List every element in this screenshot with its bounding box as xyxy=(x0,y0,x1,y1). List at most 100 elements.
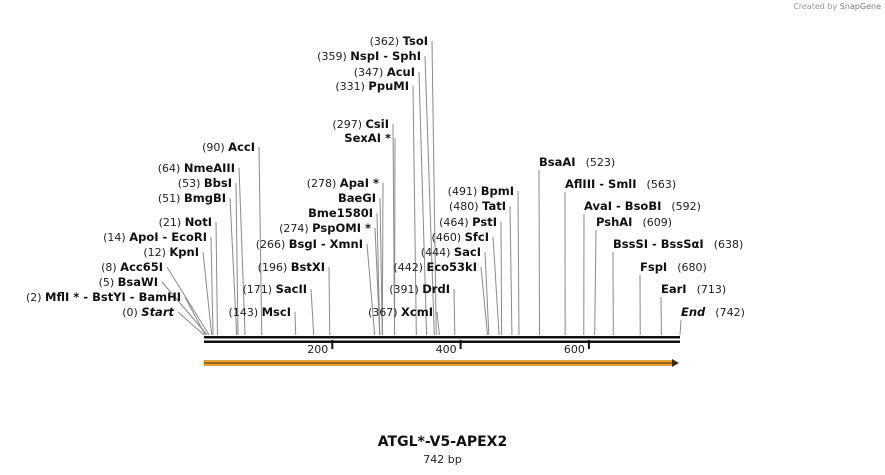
site-label-xcmi[interactable]: (367) XcmI xyxy=(368,305,433,319)
ruler-tick-label: 200 xyxy=(307,343,328,356)
site-label-acc65i[interactable]: (8) Acc65I xyxy=(101,260,163,274)
leader-pshai xyxy=(594,229,597,336)
site-position: (278) xyxy=(307,177,340,190)
leader-kpni xyxy=(202,251,213,336)
site-name: Eco53kI xyxy=(426,260,477,274)
site-name: NotI xyxy=(185,215,212,229)
snapgene-logo-text: SnapGene xyxy=(839,2,881,11)
site-label-noti[interactable]: (21) NotI xyxy=(159,215,212,229)
site-label-tsoi[interactable]: (362) TsoI xyxy=(370,34,428,48)
site-label-eari[interactable]: EarI (713) xyxy=(661,282,726,296)
site-position: (21) xyxy=(159,216,185,229)
site-name: XcmI xyxy=(401,305,433,319)
leader-tsoi xyxy=(431,40,437,336)
site-label-acci[interactable]: (90) AccI xyxy=(202,140,255,154)
site-name: SacII xyxy=(276,282,307,296)
site-label-bsgi[interactable]: (266) BsgI - XmnI xyxy=(256,237,363,251)
site-name: PstI xyxy=(472,215,497,229)
site-position: (14) xyxy=(103,231,129,244)
site-name: TatI xyxy=(482,199,506,213)
ruler-tick xyxy=(459,340,462,349)
site-name: NmeAIII xyxy=(184,161,235,175)
site-label-bstxi[interactable]: (196) BstXI xyxy=(258,260,325,274)
ruler-tick-label: 400 xyxy=(436,343,457,356)
site-label-fspi[interactable]: FspI (680) xyxy=(640,260,707,274)
site-label-start[interactable]: (0) Start xyxy=(122,305,174,319)
site-label-csii[interactable]: (297) CsiI xyxy=(332,117,389,131)
site-position: (12) xyxy=(143,246,169,259)
site-name: KpnI xyxy=(169,245,199,259)
leader-bstxi xyxy=(328,266,331,336)
site-label-saci[interactable]: (444) SacI xyxy=(421,245,481,259)
site-position: (563) xyxy=(647,178,677,191)
site-name: SacI xyxy=(454,245,481,259)
feature-arrow-head-icon xyxy=(672,359,679,367)
leader-bsaai xyxy=(538,169,541,336)
site-position: (464) xyxy=(439,216,472,229)
site-position: (2) xyxy=(26,291,45,304)
ruler-tick-label: 600 xyxy=(564,343,585,356)
site-label-mfli[interactable]: (2) MflI * - BstYI - BamHI xyxy=(26,290,181,304)
site-label-eco53ki[interactable]: (442) Eco53kI xyxy=(393,260,477,274)
site-label-psti[interactable]: (464) PstI xyxy=(439,215,497,229)
site-position: (8) xyxy=(101,261,120,274)
leader-acui xyxy=(418,71,428,336)
site-label-drdi[interactable]: (391) DrdI xyxy=(389,282,450,296)
site-label-sfci[interactable]: (460) SfcI xyxy=(432,230,489,244)
site-label-aflii[interactable]: AflIII - SmlI (563) xyxy=(565,177,676,191)
site-label-bpmi[interactable]: (491) BpmI xyxy=(448,184,514,198)
site-position: (0) xyxy=(122,306,141,319)
site-label-sexai[interactable]: SexAI * xyxy=(344,131,391,145)
site-label-msci[interactable]: (143) MscI xyxy=(229,305,291,319)
backbone-top-strand xyxy=(204,336,680,339)
leader-sacii xyxy=(310,288,315,336)
leader-apoi xyxy=(210,236,214,336)
leader-saci xyxy=(484,251,490,336)
site-label-bsssi[interactable]: BssSI - BssSαI (638) xyxy=(613,237,743,251)
site-label-bbsi[interactable]: (53) BbsI xyxy=(178,176,232,190)
site-label-nspi[interactable]: (359) NspI - SphI xyxy=(317,49,421,63)
site-name: BaeGI xyxy=(338,191,376,205)
site-name: BsaAI xyxy=(539,155,576,169)
site-label-tati[interactable]: (480) TatI xyxy=(449,199,506,213)
site-position: (523) xyxy=(586,156,616,169)
site-label-sacii[interactable]: (171) SacII xyxy=(243,282,308,296)
construct-length: 742 bp xyxy=(423,453,462,466)
site-position: (297) xyxy=(332,118,365,131)
site-name: BsaWI xyxy=(118,275,158,289)
site-name: SexAI * xyxy=(344,131,391,145)
site-name: Acc65I xyxy=(120,260,163,274)
site-position: (444) xyxy=(421,246,454,259)
site-label-bsawi[interactable]: (5) BsaWI xyxy=(99,275,158,289)
site-label-pshai[interactable]: PshAI (609) xyxy=(596,215,672,229)
site-name: PspOMI * xyxy=(312,221,371,235)
site-label-apoi[interactable]: (14) ApoI - EcoRI xyxy=(103,230,207,244)
feature-arrow[interactable] xyxy=(203,359,679,367)
site-label-bsaai[interactable]: BsaAI (523) xyxy=(539,155,615,169)
site-label-baegi[interactable]: BaeGI xyxy=(338,191,376,205)
leader-tati xyxy=(509,205,513,336)
site-label-nmeaiii[interactable]: (64) NmeAIII xyxy=(158,161,235,175)
site-label-end[interactable]: End (742) xyxy=(681,305,745,319)
site-label-ppumi[interactable]: (331) PpuMI xyxy=(335,79,409,93)
site-label-kpni[interactable]: (12) KpnI xyxy=(143,245,199,259)
site-position: (64) xyxy=(158,162,184,175)
leader-noti xyxy=(215,221,218,336)
site-name: PshAI xyxy=(596,215,632,229)
site-labels: (0) Start(2) MflI * - BstYI - BamHI(5) B… xyxy=(26,34,745,319)
site-label-pspomi[interactable]: (274) PspOMI * xyxy=(279,221,371,235)
site-name: AflIII - SmlI xyxy=(565,177,637,191)
site-label-bme1580i[interactable]: Bme1580I xyxy=(308,206,373,220)
site-label-avai[interactable]: AvaI - BsoBI (592) xyxy=(584,199,701,213)
leader-bbsi xyxy=(235,182,239,336)
site-label-apai[interactable]: (278) ApaI * xyxy=(307,176,379,190)
site-name: SfcI xyxy=(465,230,489,244)
site-name: ApaI * xyxy=(340,176,379,190)
site-label-acui[interactable]: (347) AcuI xyxy=(354,65,415,79)
site-position: (143) xyxy=(229,306,262,319)
site-label-bmgbi[interactable]: (51) BmgBI xyxy=(158,191,226,205)
leader-bsgi xyxy=(366,243,376,336)
leader-eco53ki xyxy=(480,266,489,336)
leader-sfci xyxy=(492,236,500,336)
